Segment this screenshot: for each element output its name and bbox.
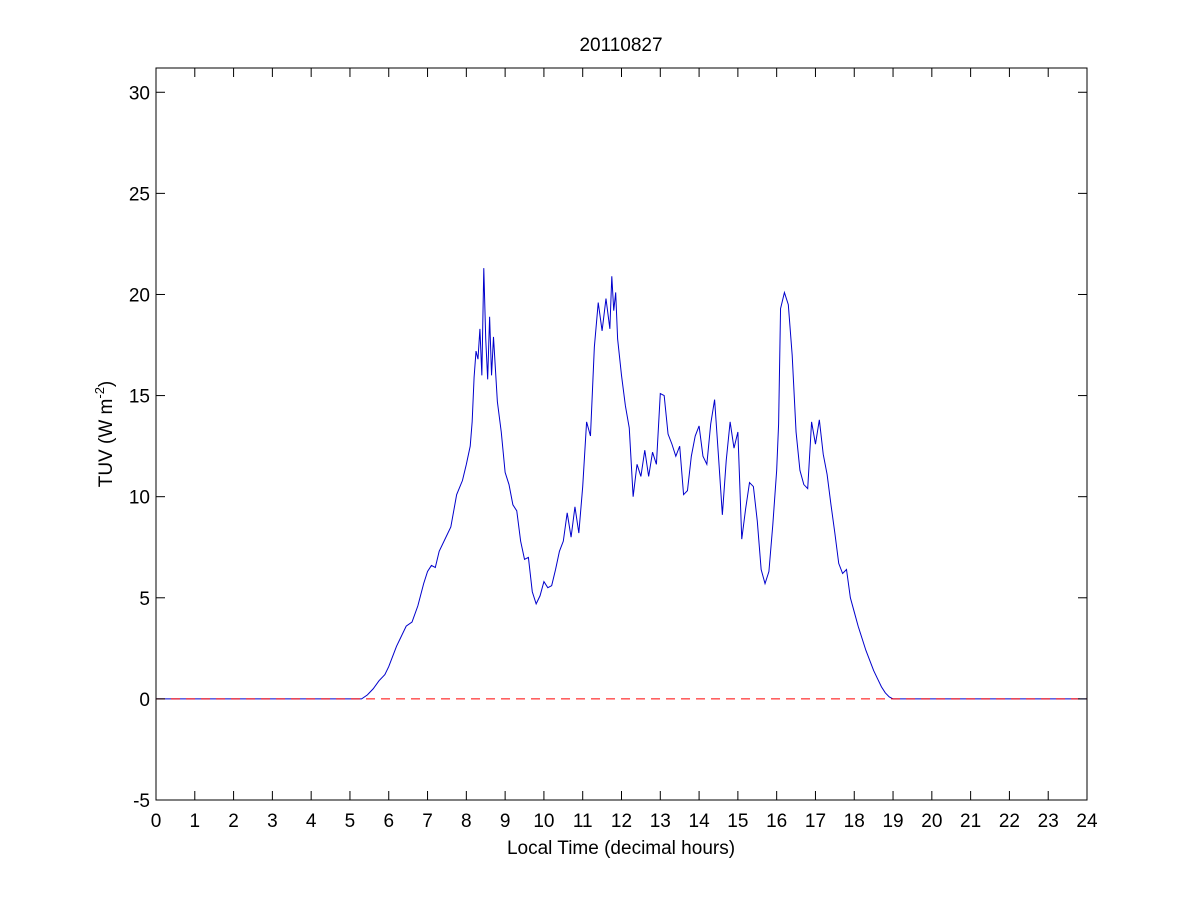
y-tick-label: -5 <box>133 791 150 812</box>
x-tick-label: 12 <box>611 811 632 832</box>
x-tick-label: 22 <box>999 811 1020 832</box>
y-tick-label: 20 <box>129 285 150 306</box>
x-tick-label: 20 <box>921 811 942 832</box>
x-tick-label: 18 <box>844 811 865 832</box>
x-axis-ticks: 0 1 2 3 4 5 6 7 8 9 10 11 12 13 14 15 16 17 18 19 20 21 22 23 24 <box>151 68 1098 832</box>
x-tick-label: 6 <box>383 811 394 832</box>
x-axis-label: Local Time (decimal hours) <box>507 838 735 859</box>
x-tick-label: 16 <box>766 811 787 832</box>
y-tick-label: 30 <box>129 83 150 104</box>
chart-title: 20110827 <box>579 35 662 56</box>
y-tick-label: 15 <box>129 387 150 408</box>
y-tick-label: 5 <box>139 589 150 610</box>
y-tick-label: 10 <box>129 488 150 509</box>
tuv-series-line <box>156 268 1087 700</box>
x-tick-label: 8 <box>461 811 472 832</box>
y-axis-label-main: TUV (W m <box>96 399 117 488</box>
x-tick-label: 21 <box>960 811 981 832</box>
x-tick-label: 1 <box>190 811 201 832</box>
x-tick-label: 10 <box>533 811 554 832</box>
y-tick-label: 25 <box>129 184 150 205</box>
x-tick-label: 14 <box>689 811 711 832</box>
plot-area-frame <box>155 67 1088 801</box>
x-tick-label: 13 <box>650 811 671 832</box>
x-tick-label: 2 <box>228 811 239 832</box>
y-axis-ticks: -5 0 5 10 15 20 25 30 <box>129 83 1087 812</box>
series-layer <box>156 268 1087 700</box>
x-tick-label: 0 <box>151 811 162 832</box>
y-axis-label-superscript: -2 <box>92 387 107 399</box>
y-axis-label: TUV (W m-2) <box>92 381 117 488</box>
x-tick-label: 4 <box>306 811 317 832</box>
y-axis-label-close: ) <box>96 381 117 387</box>
x-tick-label: 19 <box>882 811 903 832</box>
x-tick-label: 15 <box>727 811 748 832</box>
x-tick-label: 11 <box>573 811 593 832</box>
x-tick-label: 24 <box>1076 811 1098 832</box>
x-tick-label: 23 <box>1038 811 1059 832</box>
x-tick-label: 9 <box>500 811 511 832</box>
x-tick-label: 7 <box>422 811 433 832</box>
x-tick-label: 3 <box>267 811 278 832</box>
x-tick-label: 17 <box>805 811 826 832</box>
y-tick-label: 0 <box>139 690 150 711</box>
x-tick-label: 5 <box>345 811 356 832</box>
